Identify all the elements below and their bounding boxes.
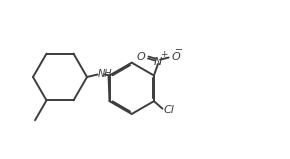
- Text: Cl: Cl: [164, 105, 175, 115]
- Text: −: −: [175, 45, 183, 55]
- Text: N: N: [154, 56, 162, 66]
- Text: NH: NH: [98, 69, 113, 79]
- Text: O: O: [136, 52, 145, 62]
- Text: O: O: [172, 52, 180, 62]
- Text: +: +: [160, 50, 168, 59]
